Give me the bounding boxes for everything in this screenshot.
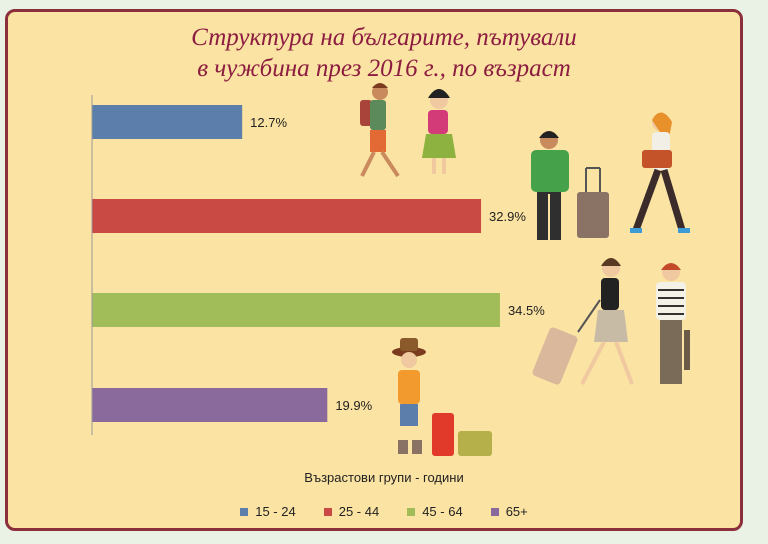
legend-swatch xyxy=(490,507,499,516)
bar-value-label: 19.9% xyxy=(335,398,372,413)
bar-2 xyxy=(92,199,482,233)
legend-item: 15 - 24 xyxy=(240,504,296,519)
chart-title: Структура на българите, пътували в чужби… xyxy=(0,22,768,84)
bar-1 xyxy=(92,105,243,139)
hiker-couple-icon xyxy=(360,83,456,178)
legend: 15 - 24 25 - 44 45 - 64 65+ xyxy=(0,504,768,519)
bar-value-label: 32.9% xyxy=(489,209,526,224)
elderly-tourist-icon xyxy=(392,338,492,456)
legend-swatch xyxy=(407,507,416,516)
x-axis-title: Възрастови групи - години xyxy=(304,470,463,485)
bar-4 xyxy=(92,388,328,422)
legend-item: 65+ xyxy=(490,504,528,519)
legend-swatch xyxy=(323,507,332,516)
legend-item: 25 - 44 xyxy=(323,504,380,519)
bar-3 xyxy=(92,293,500,327)
title-line-2: в чужбина през 2016 г., по възраст xyxy=(197,55,571,82)
legend-label: 45 - 64 xyxy=(422,504,463,519)
bar-value-label: 34.5% xyxy=(508,303,545,318)
legend-label: 25 - 44 xyxy=(338,504,380,519)
legend-item: 45 - 64 xyxy=(407,504,463,519)
legend-label: 15 - 24 xyxy=(255,504,296,519)
man-on-phone-icon xyxy=(656,263,690,384)
woman-pulling-suitcase-icon xyxy=(532,258,634,385)
bar-value-label: 12.7% xyxy=(250,115,287,130)
woman-with-handbag-icon xyxy=(630,112,690,233)
legend-label: 65+ xyxy=(505,504,528,519)
bars: 12.7% 32.9% 34.5% 19.9% xyxy=(92,105,545,422)
traveler-with-suitcase-icon xyxy=(531,131,609,240)
legend-swatch xyxy=(240,507,249,516)
title-line-1: Структура на българите, пътували xyxy=(191,24,577,51)
